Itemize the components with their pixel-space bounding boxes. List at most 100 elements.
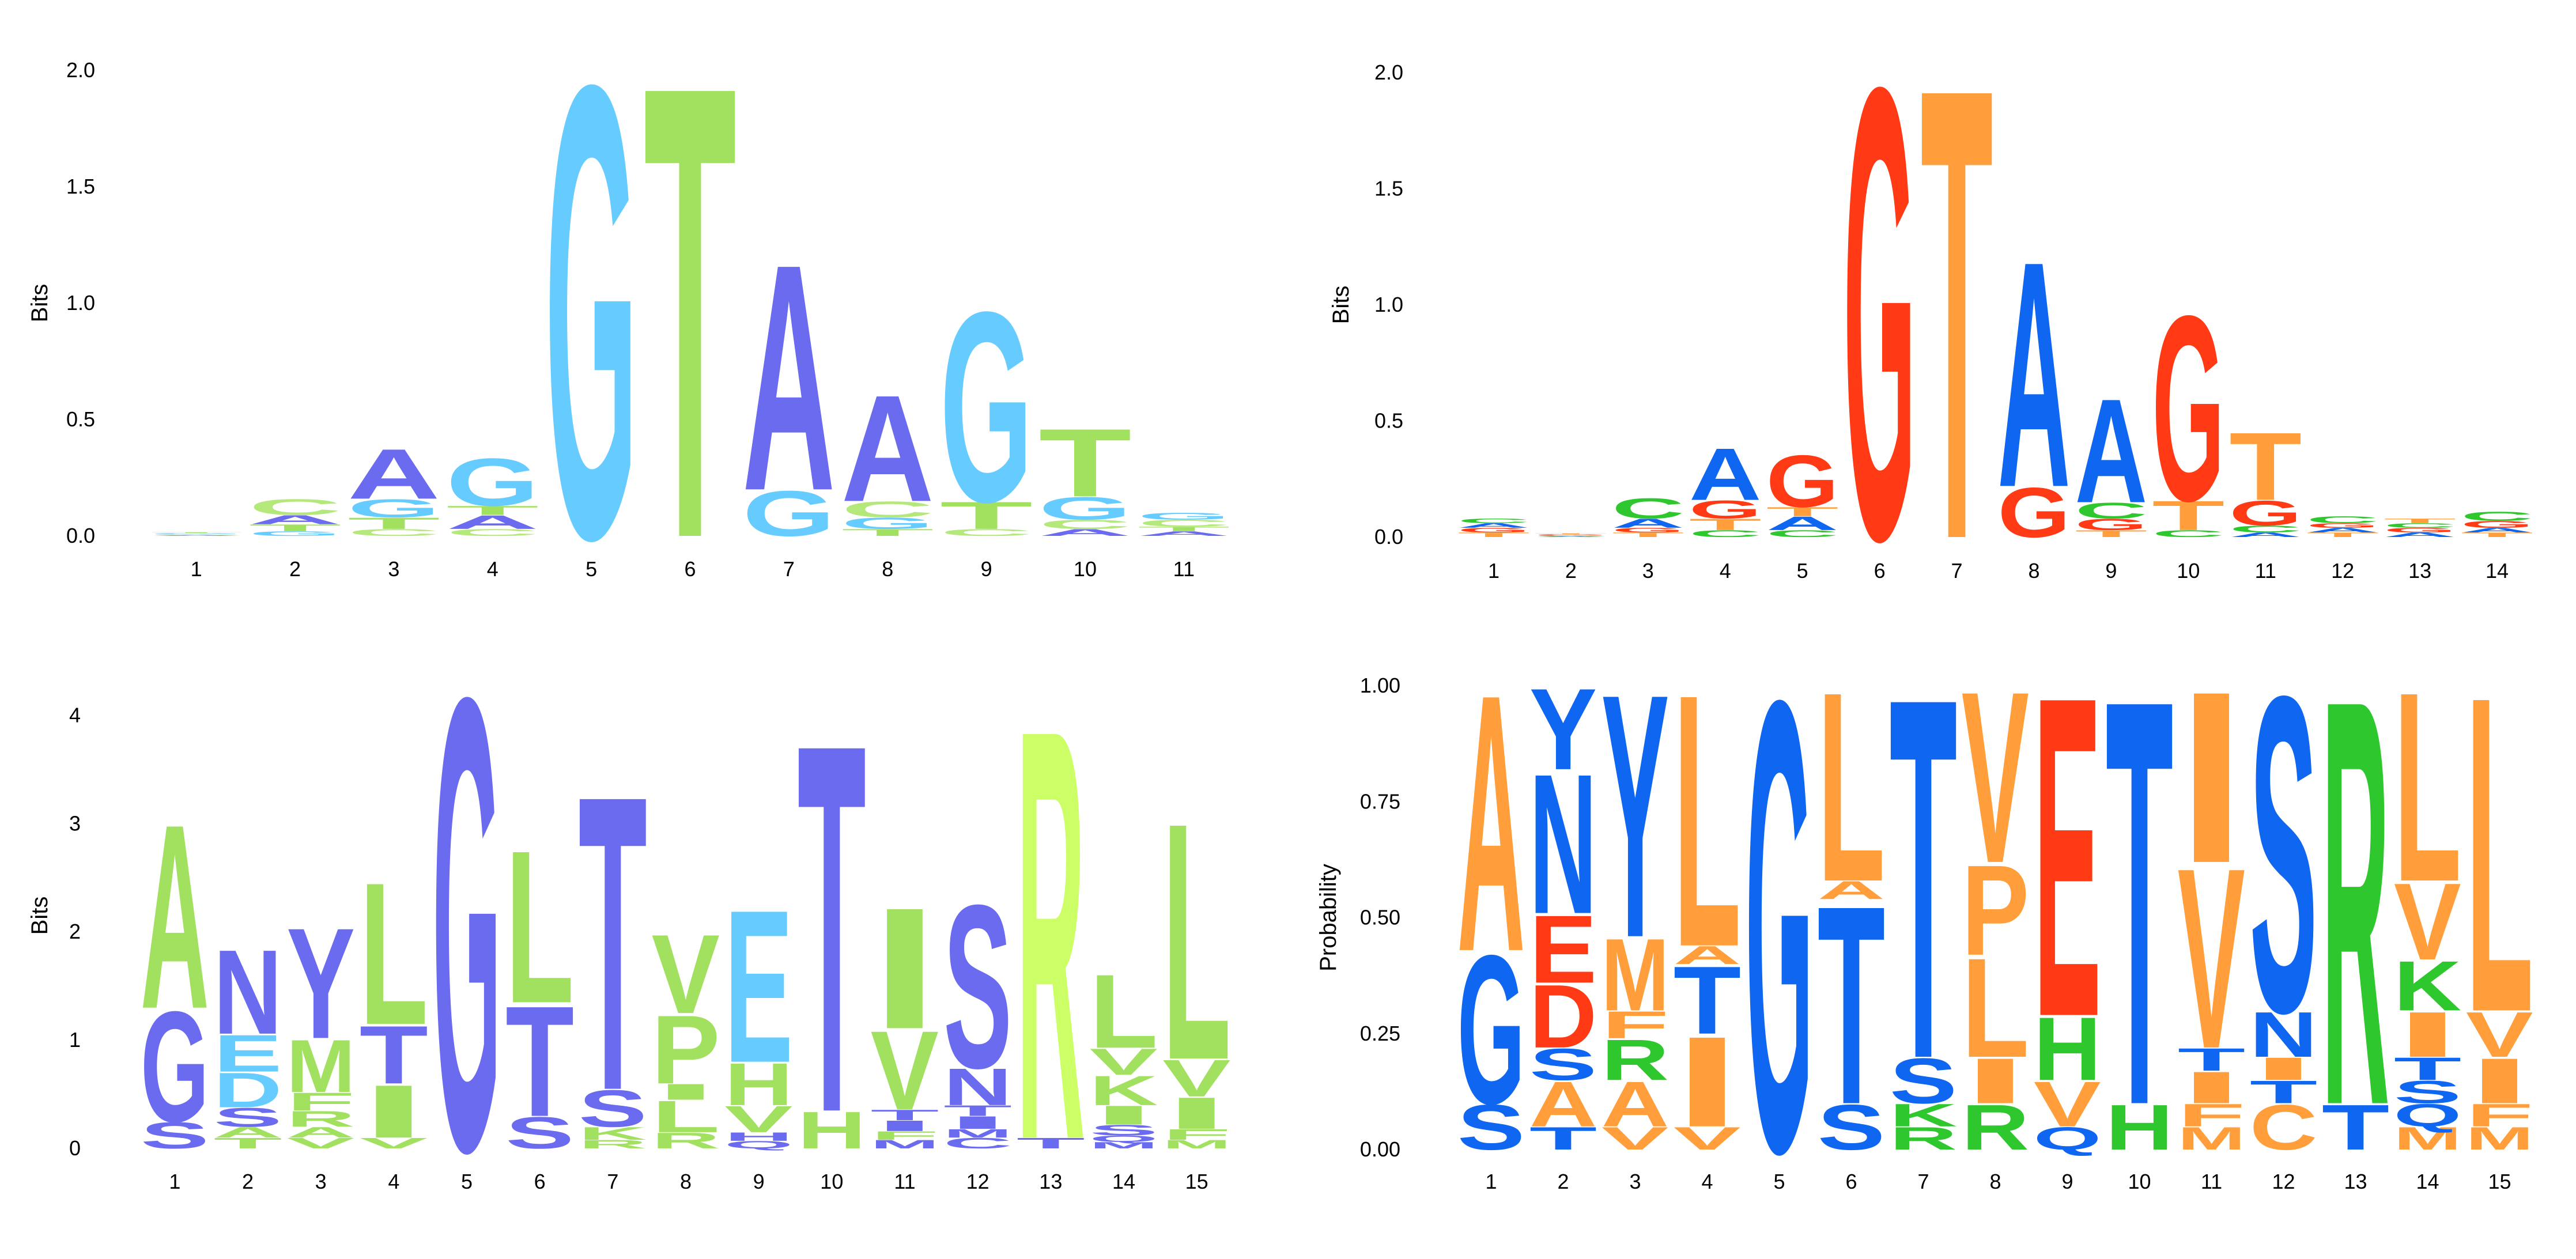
logo-letter-G: G — [2384, 527, 2456, 534]
logo-letter-A: A — [1535, 536, 1607, 538]
logo-letter-T: T — [150, 532, 243, 534]
x-tick-label: 3 — [1642, 559, 1654, 583]
logo-letter-C: C — [943, 1135, 1012, 1152]
logo-letter-Q: Q — [2394, 1098, 2461, 1133]
x-tick-label: 7 — [1917, 1170, 1929, 1193]
x-tick-label: 3 — [315, 1170, 327, 1193]
logo-letter-Q: Q — [724, 1139, 793, 1151]
logo-letter-L: L — [651, 1092, 720, 1142]
logo-letter-V: V — [724, 1098, 793, 1140]
logo-letter-A: A — [1601, 1068, 1670, 1140]
logo-letter-I: I — [943, 1113, 1012, 1133]
logo-letter-G: G — [1746, 568, 1813, 1256]
y-tick-label: 1 — [69, 1028, 81, 1052]
logo-letter-I: I — [870, 1117, 939, 1134]
logo-letter-A: A — [2461, 527, 2533, 534]
x-tick-label: 5 — [461, 1170, 473, 1193]
x-tick-label: 4 — [487, 557, 498, 581]
logo-letter-C: C — [2250, 1091, 2318, 1163]
logo-letter-A: A — [213, 1124, 282, 1141]
logo-letter-A: A — [742, 197, 835, 558]
logo-letter-C: C — [1766, 528, 1839, 539]
logo-letter-V: V — [2034, 1068, 2101, 1140]
logo-letter-G: G — [2152, 260, 2224, 555]
logo-letter-C: C — [841, 497, 934, 522]
x-tick-label: 11 — [894, 1170, 915, 1193]
logo-letter-R: R — [286, 1106, 355, 1131]
x-tick-label: 15 — [2488, 1170, 2511, 1193]
y-tick-label: 1.0 — [66, 291, 95, 315]
logo-letter-N: N — [213, 925, 282, 1059]
logo-letter-G: G — [1457, 527, 1530, 534]
logo-letter-V: V — [1089, 1041, 1158, 1083]
logo-letter-V: V — [286, 1135, 355, 1151]
logo-letter-T: T — [1038, 409, 1131, 517]
logo-letter-C: C — [2461, 509, 2533, 524]
logo-letter-G: G — [545, 0, 638, 673]
logo-letter-L: L — [1674, 620, 1741, 1023]
logo-letter-S: S — [1529, 1039, 1597, 1090]
logo-letter-M: M — [870, 1137, 939, 1151]
logo-letter-A: A — [1457, 618, 1525, 1029]
logo-letter-S: S — [2394, 1074, 2462, 1110]
logo-letter-L: L — [1818, 636, 1885, 939]
x-tick-label: 1 — [1485, 1170, 1497, 1193]
logo-letter-G: G — [2461, 519, 2533, 530]
x-tick-label: 7 — [783, 557, 795, 581]
logo-letter-G: G — [742, 478, 835, 550]
logo-letter-S: S — [1089, 1122, 1158, 1139]
logo-letter-T: T — [348, 514, 440, 532]
y-tick-label: 1.5 — [1374, 177, 1403, 201]
x-tick-label: 1 — [1488, 559, 1499, 583]
logo-letter-T: T — [644, 0, 736, 673]
logo-letter-T: T — [1017, 1135, 1085, 1152]
logo-letter-T: T — [249, 523, 342, 534]
y-tick-label: 0.0 — [1374, 525, 1403, 549]
logo-letter-T: T — [2461, 531, 2533, 539]
logo-letter-V: V — [2178, 815, 2246, 1102]
x-tick-label: 2 — [289, 557, 301, 581]
y-tick-label: 0.0 — [66, 524, 95, 547]
logo-letter-K: K — [2394, 946, 2461, 1026]
logo-letter-A: A — [1529, 1068, 1597, 1140]
logo-letter-S: S — [1890, 1045, 1957, 1117]
logo-letter-Q: Q — [2034, 1121, 2101, 1156]
y-tick-label: 0.5 — [66, 407, 95, 431]
logo-letter-R: R — [651, 1128, 720, 1153]
logo-letter-T: T — [213, 1135, 282, 1152]
x-tick-label: 6 — [1874, 559, 1886, 583]
logo-letter-D: D — [1529, 966, 1597, 1067]
y-tick-label: 4 — [69, 703, 81, 727]
logo-letter-C: C — [1457, 517, 1530, 525]
y-tick-label: 2 — [69, 920, 81, 943]
logo-letter-C: C — [1138, 518, 1230, 529]
logo-letter-A: A — [2384, 531, 2456, 539]
logo-letter-H: H — [724, 1051, 793, 1118]
logo-letter-A: A — [1998, 194, 2071, 554]
logo-letter-M: M — [286, 1024, 355, 1108]
logo-letter-C: C — [1689, 528, 1762, 539]
logo-letter-A: A — [1766, 512, 1839, 534]
logo-letter-V: V — [651, 911, 720, 1037]
logo-letter-N: N — [2250, 999, 2318, 1071]
y-axis-label: Bits — [27, 284, 52, 323]
logo-letter-A: A — [2075, 368, 2147, 534]
x-tick-label: 11 — [2255, 559, 2276, 583]
logo-letter-G: G — [1766, 440, 1839, 523]
logo-letter-A: A — [841, 364, 934, 534]
logo-letter-C: C — [2229, 524, 2302, 535]
logo-letter-C: C — [1038, 517, 1131, 532]
logo-letter-L: L — [505, 805, 574, 1048]
logo-letter-I: I — [1162, 1088, 1231, 1138]
logo-letter-S: S — [213, 1102, 282, 1133]
x-tick-label: 9 — [2061, 1170, 2073, 1193]
logo-letter-G: G — [1689, 496, 1762, 524]
logo-letter-C: C — [2075, 498, 2147, 523]
logo-letter-F: F — [286, 1087, 355, 1116]
logo-letter-V: V — [1962, 641, 2030, 914]
logo-letter-S: S — [2250, 603, 2317, 1107]
x-tick-label: 6 — [534, 1170, 546, 1193]
logo-letter-R: R — [1890, 1120, 1957, 1156]
